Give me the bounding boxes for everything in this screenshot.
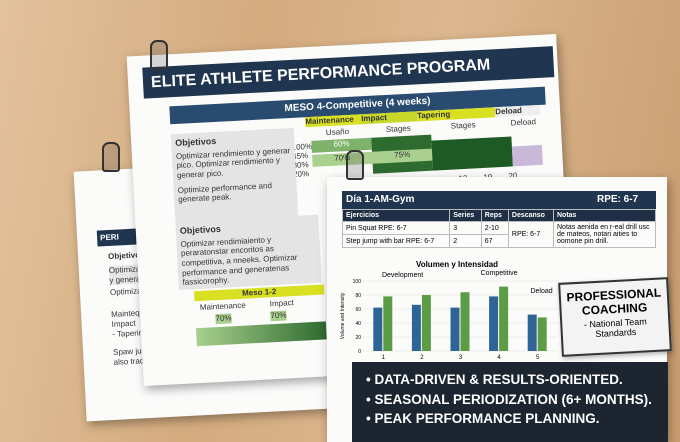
cell: 2-10	[480, 221, 509, 235]
row-label: Stages	[450, 120, 476, 131]
bar	[450, 307, 460, 351]
exercise-table: Ejercicios Series Reps Descanso Notas Pin Sq…	[341, 209, 656, 248]
phase: Deload	[495, 104, 541, 117]
x-tick-label: 4	[497, 355, 501, 361]
cell: Notas aenida en r-eal drill usc de mateo…	[553, 221, 656, 248]
binder-clip	[150, 40, 168, 70]
day-title: Día 1-AM-Gym	[342, 191, 656, 209]
binder-clip	[346, 150, 364, 180]
banner: • DATA-DRIVEN & RESULTS-ORIENTED. • SEAS…	[352, 362, 668, 442]
mini-phase: Maintenance	[199, 300, 246, 312]
y-tick-label: 100	[353, 279, 362, 285]
annotation: Deload	[530, 288, 552, 295]
bar	[460, 292, 470, 351]
mini-phase: Impact	[269, 298, 295, 309]
cell: 2	[449, 234, 482, 248]
deload: Deload	[510, 117, 537, 128]
row-label: Usaño	[325, 126, 350, 138]
binder-clip	[102, 142, 120, 172]
bullet: • PEAK PERFORMANCE PLANNING.	[366, 411, 600, 427]
y-tick-label: 80	[355, 293, 361, 299]
mini-cell: 70%	[270, 310, 287, 321]
y-label: Volume and Intensity	[340, 292, 346, 339]
bar	[383, 296, 393, 351]
chart: Volumen y Intensidad Volume and Intensity…	[340, 260, 557, 378]
column-header: Notas	[553, 209, 656, 222]
phase: Maintenance	[305, 114, 362, 127]
text: Optimize performance and generate peak.	[177, 180, 273, 205]
bullet: • DATA-DRIVEN & RESULTS-ORIENTED.	[366, 372, 623, 387]
badge: PROFESSIONAL COACHING - National Team St…	[558, 277, 672, 357]
bar	[411, 304, 421, 351]
row-label: Stages	[385, 123, 411, 135]
block	[431, 136, 513, 171]
y-tick-label: 20	[355, 335, 361, 341]
y-tick-label: 40	[355, 321, 361, 327]
column-header: Ejercicios	[341, 209, 451, 222]
column-header: Descanso	[507, 209, 555, 222]
cell: 60%	[311, 137, 372, 153]
annotation: Competitive	[481, 270, 518, 277]
y-tick-label: 60	[355, 307, 361, 313]
column-header: Series	[449, 209, 482, 222]
bar	[489, 296, 499, 351]
cell: Step jump with bar RPE: 6-7	[341, 234, 451, 248]
mini-bars	[195, 321, 327, 347]
bar	[527, 314, 537, 351]
objectives: Objetivos Optimizar rendimiento y genera…	[170, 127, 299, 223]
text: Optimizar rendimiento y generar pico. Op…	[175, 145, 291, 180]
phase: Impact	[360, 111, 418, 124]
column-header: Reps	[480, 209, 509, 222]
x-tick-label: 1	[382, 355, 386, 361]
chart-title: Volumen y Intensidad	[416, 260, 498, 269]
bullet: • SEASONAL PERIODIZATION (6+ MONTHS).	[366, 391, 652, 407]
bar	[537, 317, 547, 351]
cell: RPE: 6-7	[507, 221, 555, 248]
cell: 67	[480, 234, 509, 248]
cell: Pin Squat RPE: 6-7	[341, 221, 451, 235]
x-tick-label: 3	[459, 355, 463, 361]
bar	[421, 295, 431, 351]
rpe: RPE: 6-7	[597, 194, 639, 205]
cell: 3	[449, 221, 482, 235]
x-tick-label: 5	[536, 355, 540, 361]
bar	[499, 286, 509, 351]
block	[511, 144, 543, 167]
bar	[373, 307, 383, 351]
text: Optimizar rendimiaiento y peraratonstar …	[180, 234, 298, 288]
objectives: Objetivos Optimizar rendimiaiento y pera…	[175, 214, 322, 291]
x-tick-label: 2	[420, 355, 424, 361]
annotation: Development	[382, 272, 423, 279]
y-tick-label: 0	[358, 349, 361, 355]
badge-line: - National Team Standards	[583, 316, 647, 340]
mini-cell: 70%	[215, 313, 232, 324]
